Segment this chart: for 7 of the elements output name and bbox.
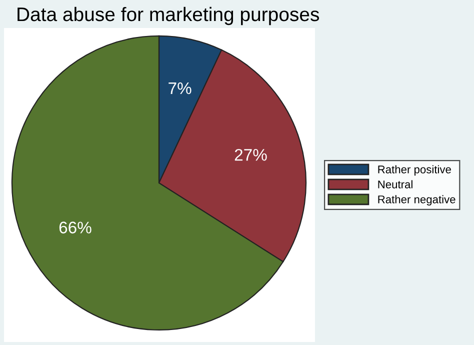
legend-label: Rather negative bbox=[378, 195, 456, 206]
legend-label: Neutral bbox=[378, 180, 412, 188]
legend-label: Rather positive bbox=[378, 165, 451, 176]
data-label: 27% bbox=[234, 148, 267, 161]
data-label: 66% bbox=[59, 222, 92, 234]
data-label: 7% bbox=[168, 82, 192, 94]
chart-title: Data abuse for marketing purposes bbox=[18, 6, 320, 26]
